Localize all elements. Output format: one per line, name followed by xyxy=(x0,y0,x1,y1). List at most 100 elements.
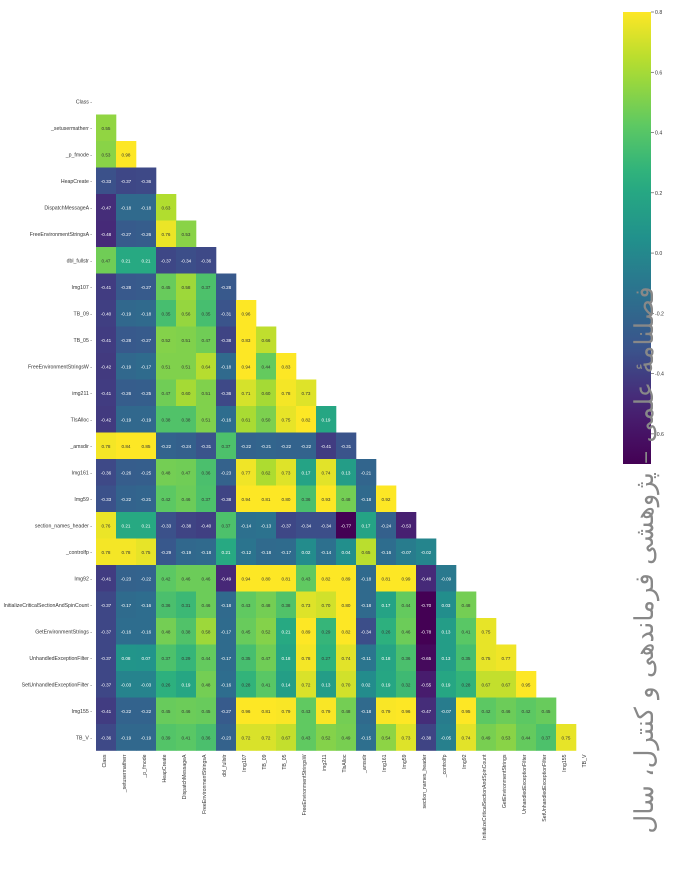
heatmap-cell xyxy=(136,485,157,513)
heatmap-cell xyxy=(316,724,337,751)
heatmap-cell xyxy=(116,300,137,327)
heatmap-cell xyxy=(136,353,157,380)
cell-value-label: 0.19 xyxy=(322,417,331,422)
cell-value-label: 0.36 xyxy=(402,656,411,661)
cell-value-label: 0.43 xyxy=(302,576,311,581)
heatmap-cell xyxy=(336,538,357,566)
heatmap-cell xyxy=(236,459,257,486)
heatmap-cell xyxy=(196,538,217,566)
cell-value-label: 0.21 xyxy=(122,523,131,528)
heatmap-cell xyxy=(96,353,117,380)
heatmap-cell xyxy=(96,194,117,221)
heatmap-cell xyxy=(96,141,117,168)
x-tick-label: TB_09 xyxy=(262,754,268,769)
y-tick-label: FreeEnvironmentStringsW - xyxy=(28,364,92,370)
heatmap-cell xyxy=(356,485,377,513)
cell-value-label: -0.29 xyxy=(161,550,172,555)
cell-value-label: -0.34 xyxy=(321,523,332,528)
cell-value-label: 0.48 xyxy=(162,629,171,634)
heatmap-cell xyxy=(256,618,277,645)
heatmap-cell xyxy=(156,273,177,301)
heatmap-cell xyxy=(216,353,237,380)
y-tick-label: TB_09 - xyxy=(74,311,93,317)
cell-value-label: 0.60 xyxy=(262,391,271,396)
heatmap-cell xyxy=(96,114,117,142)
cell-value-label: -0.17 xyxy=(281,550,292,555)
cell-value-label: 0.52 xyxy=(262,629,271,634)
y-tick-label: _controlfp - xyxy=(65,550,92,556)
heatmap-cell xyxy=(116,618,137,645)
cell-value-label: 0.78 xyxy=(122,550,131,555)
heatmap-cell xyxy=(116,591,137,619)
heatmap-cell xyxy=(196,273,217,301)
heatmap-cell xyxy=(196,697,217,725)
heatmap-cell xyxy=(236,565,257,592)
cell-value-label: 0.78 xyxy=(102,444,111,449)
heatmap-cell xyxy=(296,406,317,433)
heatmap-cell xyxy=(336,671,357,698)
x-tick-label: FreeEnvironmentStringsW xyxy=(302,754,308,815)
heatmap-cell xyxy=(96,326,117,354)
heatmap-cell xyxy=(336,591,357,619)
cell-value-label: 0.17 xyxy=(382,603,391,608)
heatmap-cell xyxy=(156,194,177,221)
heatmap-cell xyxy=(376,565,397,592)
cell-value-label: 0.35 xyxy=(242,656,251,661)
cell-value-label: -0.38 xyxy=(421,735,432,740)
heatmap-cell xyxy=(336,512,357,539)
heatmap-cell xyxy=(176,618,197,645)
cell-value-label: 0.52 xyxy=(322,735,331,740)
heatmap-cell xyxy=(236,591,257,619)
heatmap-cell xyxy=(156,432,177,460)
heatmap-cell xyxy=(136,273,157,301)
heatmap-cell xyxy=(136,724,157,751)
cell-value-label: 0.18 xyxy=(382,656,391,661)
heatmap-cell xyxy=(176,512,197,539)
x-tick-label: _amsdir xyxy=(362,754,368,774)
heatmap-cell xyxy=(216,724,237,751)
cell-value-label: -0.24 xyxy=(181,444,192,449)
cell-value-label: -0.37 xyxy=(101,629,112,634)
heatmap-cell xyxy=(256,671,277,698)
heatmap-cell xyxy=(236,300,257,327)
heatmap-cell xyxy=(176,406,197,433)
heatmap-cell xyxy=(436,618,457,645)
cell-value-label: 0.37 xyxy=(222,444,231,449)
heatmap-cell xyxy=(256,353,277,380)
heatmap-cell xyxy=(516,697,537,725)
cell-value-label: 0.26 xyxy=(162,682,171,687)
heatmap-cell xyxy=(136,644,157,672)
cell-value-label: 0.38 xyxy=(182,629,191,634)
heatmap-cell xyxy=(436,565,457,592)
heatmap-cell xyxy=(416,591,437,619)
heatmap-cell xyxy=(556,724,577,751)
cell-value-label: -0.16 xyxy=(141,603,152,608)
heatmap-cell xyxy=(156,512,177,539)
heatmap-cell xyxy=(156,538,177,566)
heatmap-cell xyxy=(116,512,137,539)
x-tick-label: Img92 xyxy=(462,754,468,769)
cell-value-label: 0.17 xyxy=(362,523,371,528)
cell-value-label: 0.08 xyxy=(122,656,131,661)
heatmap-cell xyxy=(116,406,137,433)
cell-value-label: -0.22 xyxy=(121,709,132,714)
heatmap-cell xyxy=(96,512,117,539)
heatmap-cell xyxy=(436,724,457,751)
heatmap-cell xyxy=(176,432,197,460)
cell-value-label: -0.19 xyxy=(121,311,132,316)
cell-value-label: -0.19 xyxy=(181,550,192,555)
cell-value-label: 0.54 xyxy=(382,735,391,740)
cell-value-label: 0.21 xyxy=(142,258,151,263)
heatmap-cell xyxy=(356,724,377,751)
heatmap-cell xyxy=(216,538,237,566)
cell-value-label: 0.74 xyxy=(342,656,351,661)
cell-value-label: -0.26 xyxy=(121,470,132,475)
cell-value-label: -0.23 xyxy=(121,576,132,581)
heatmap-cell xyxy=(356,671,377,698)
y-tick-label: section_names_header - xyxy=(35,523,92,529)
cell-value-label: 0.02 xyxy=(362,682,371,687)
heatmap-cell xyxy=(156,459,177,486)
cell-value-label: 0.73 xyxy=(282,470,291,475)
cell-value-label: 0.65 xyxy=(362,550,371,555)
cell-value-label: -0.38 xyxy=(221,497,232,502)
